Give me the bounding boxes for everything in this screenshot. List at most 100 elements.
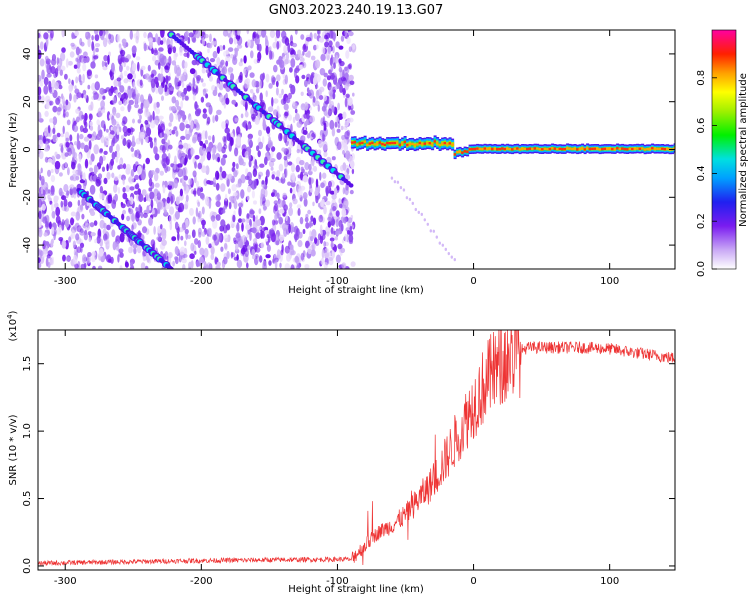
noise-speck [101,60,105,68]
noise-speck [139,114,142,121]
noise-speck [82,127,89,133]
noise-speck [344,120,349,127]
noise-speck [85,31,88,37]
noise-speck [99,87,105,95]
noise-speck [315,178,319,188]
noise-speck [260,30,267,38]
noise-speck [111,151,116,160]
noise-speck [103,150,108,155]
noise-speck [197,227,202,235]
noise-speck [316,30,321,36]
noise-speck [174,53,179,57]
noise-speck [119,64,123,73]
noise-speck [38,262,42,269]
noise-speck [225,55,231,63]
carrier-core [471,148,475,151]
carrier-core [416,143,420,146]
noise-speck [294,67,300,74]
tail-point [417,210,420,214]
noise-speck [195,30,201,39]
noise-speck [225,49,229,55]
noise-speck [167,152,171,160]
noise-speck [52,127,56,135]
noise-speck [45,55,49,62]
carrier-core [506,147,510,150]
noise-speck [204,33,209,39]
noise-speck [297,53,304,59]
spectrogram-x-axis-label: Height of straight line (km) [288,285,424,296]
noise-speck [199,247,205,256]
noise-speck [75,46,80,56]
noise-speck [330,239,334,250]
carrier-core [533,147,537,150]
noise-speck [224,127,230,134]
noise-speck [235,243,239,252]
noise-speck [206,180,211,185]
carrier-core [571,147,575,151]
noise-speck [344,174,351,181]
noise-speck [190,148,195,155]
noise-speck [181,59,186,69]
noise-speck [124,261,129,268]
noise-speck [203,178,208,187]
tail-point [453,258,456,262]
noise-speck [134,174,140,180]
noise-speck [234,47,239,52]
noise-speck [273,200,279,205]
noise-speck [181,93,185,101]
noise-speck [294,30,298,35]
noise-speck [148,178,153,187]
noise-speck [180,135,186,140]
carrier-core [488,147,492,150]
carrier-core [463,150,467,153]
noise-speck [274,213,278,222]
noise-speck [65,137,69,142]
noise-speck [77,199,81,207]
noise-speck [300,252,305,261]
noise-speck [350,261,356,267]
noise-speck [333,62,336,69]
colorbar: 0.0 0.2 0.4 0.6 0.8 Normalized spectral ampl… [696,29,749,277]
carrier-core [621,147,625,150]
noise-speck [175,196,180,205]
noise-speck [227,47,234,52]
noise-speck [348,63,353,70]
noise-speck [326,55,330,60]
noise-speck [132,118,135,124]
noise-speck [137,119,142,124]
noise-speck [179,251,184,256]
noise-speck [62,125,65,135]
noise-speck [221,170,227,179]
noise-speck [302,135,306,140]
noise-speck [122,116,128,125]
noise-speck [79,80,83,86]
noise-speck [148,93,152,103]
noise-speck [183,181,187,191]
noise-speck [271,192,275,198]
noise-speck [111,172,115,179]
carrier-core [398,143,402,147]
noise-speck [276,152,282,160]
noise-speck [241,235,247,243]
noise-speck [129,186,135,191]
noise-speck [122,125,128,134]
noise-speck [40,95,45,105]
noise-speck [158,62,161,70]
carrier-core [636,147,640,150]
noise-speck [125,185,131,193]
noise-speck [312,96,316,103]
carrier-core [661,147,665,150]
noise-speck [188,178,193,185]
carrier-core [588,147,592,151]
carrier-core [513,147,517,150]
carrier-core [593,147,597,150]
noise-speck [155,108,160,115]
noise-speck [242,244,248,253]
noise-speck [53,54,56,63]
noise-speck [266,241,269,246]
noise-speck [45,39,49,48]
noise-speck [315,44,319,50]
noise-speck [253,241,258,250]
noise-speck [135,206,139,212]
noise-speck [207,42,213,49]
